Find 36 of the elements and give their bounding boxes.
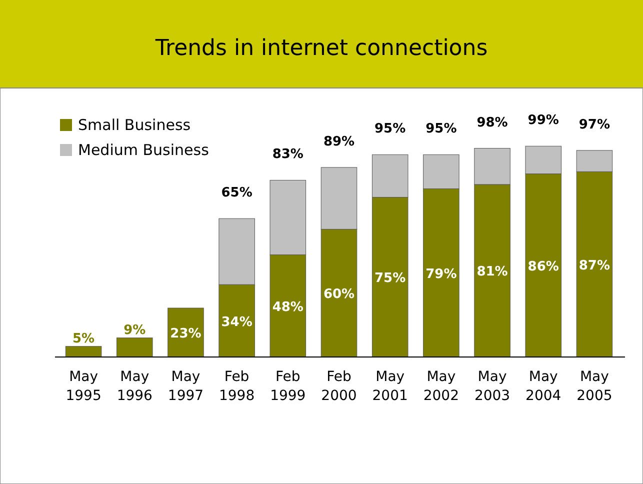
data-label: 75%	[374, 271, 406, 286]
x-tick-label: May 2001	[372, 369, 408, 404]
chart-title: Trends in internet connections	[154, 36, 488, 61]
data-label: 5%	[72, 331, 95, 346]
data-label: 23%	[170, 326, 202, 342]
total-label: 99%	[528, 113, 559, 128]
legend-label: Small Business	[78, 116, 191, 134]
data-label: 60%	[323, 287, 355, 302]
data-label: 9%	[124, 322, 146, 338]
x-tick-label: Feb 2000	[321, 369, 357, 404]
total-label: 95%	[374, 122, 406, 137]
x-tick-label: Feb 1998	[219, 369, 255, 404]
bar	[65, 346, 102, 358]
x-tick-label: May 1995	[66, 369, 102, 404]
x-tick-label: May 2004	[526, 369, 562, 404]
x-tick-label: May 1997	[168, 369, 204, 404]
total-label: 98%	[476, 115, 508, 130]
data-label: 87%	[578, 258, 610, 274]
total-label: 83%	[272, 147, 304, 162]
data-label: 81%	[476, 264, 508, 280]
total-label: 89%	[323, 134, 355, 150]
data-label: 34%	[221, 314, 252, 330]
data-label: 86%	[528, 259, 559, 274]
bar	[168, 308, 204, 358]
x-tick-label: Feb 1999	[270, 369, 306, 404]
x-tick-label: May 2003	[474, 369, 510, 404]
total-label: 65%	[221, 186, 252, 201]
bar	[116, 338, 153, 358]
x-tick-label: May 2005	[576, 369, 612, 404]
total-label: 95%	[426, 122, 457, 137]
legend-label: Medium Business	[78, 141, 210, 159]
total-label: 97%	[578, 117, 610, 132]
data-label: 48%	[272, 300, 304, 315]
x-tick-label: May 2002	[423, 369, 459, 404]
x-tick-label: May 1996	[116, 369, 153, 404]
data-label: 79%	[426, 266, 457, 282]
